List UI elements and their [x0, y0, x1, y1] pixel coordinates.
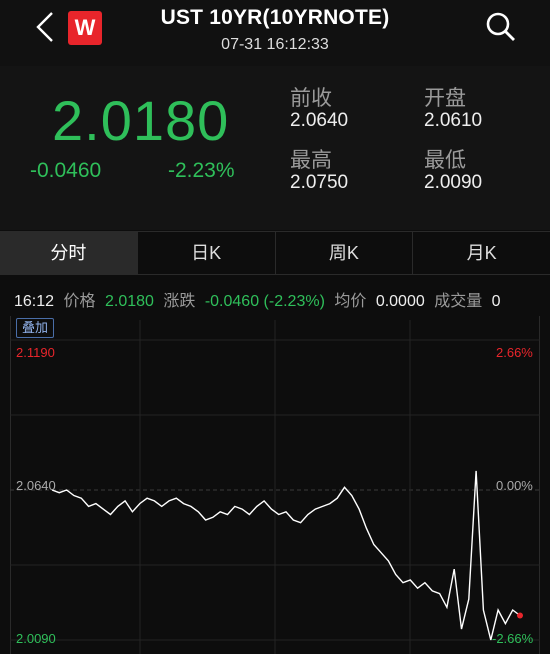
search-icon[interactable]: [483, 9, 519, 45]
info-price-label: 价格: [63, 293, 96, 310]
pct-axis-max: 2.66%: [496, 345, 533, 360]
info-volume: 0: [491, 293, 501, 310]
prev-close-value: 2.0640: [290, 110, 349, 131]
y-axis-mid: 2.0640: [16, 478, 56, 493]
quote-panel: 2.0180 -0.0460 -2.23% 前收 2.0640 开盘 2.061…: [0, 66, 550, 230]
crosshair-info: 16:12 价格 2.0180 涨跌 -0.0460 (-2.23%) 均价 0…: [14, 287, 506, 311]
price-line: [51, 470, 521, 641]
last-price-marker: [517, 612, 523, 619]
price-change: -0.0460: [30, 159, 102, 182]
info-change: -0.0460 (-2.23%): [204, 293, 325, 310]
low-value: 2.0090: [424, 172, 483, 193]
open-label: 开盘: [424, 87, 466, 110]
info-avg-label: 均价: [334, 293, 367, 310]
pct-axis-min: -2.66%: [492, 631, 534, 646]
prev-close-label: 前收: [290, 87, 332, 110]
info-volume-label: 成交量: [434, 293, 483, 310]
y-axis-max: 2.1190: [16, 345, 55, 360]
tab-monthly-k[interactable]: 月K: [413, 232, 550, 274]
tab-intraday[interactable]: 分时: [0, 232, 138, 274]
info-price: 2.0180: [104, 293, 154, 310]
pct-axis-mid: 0.00%: [496, 478, 533, 493]
title-bar: W UST 10YR(10YRNOTE) 07-31 16:12:33: [0, 0, 550, 66]
page-title: UST 10YR(10YRNOTE): [160, 6, 390, 29]
timestamp: 07-31 16:12:33: [221, 36, 329, 53]
high-label: 最高: [290, 149, 332, 172]
intraday-chart[interactable]: [10, 316, 540, 654]
tab-daily-k[interactable]: 日K: [137, 232, 276, 274]
open-value: 2.0610: [424, 110, 483, 131]
info-avg: 0.0000: [375, 293, 425, 310]
app-logo: W: [68, 11, 102, 45]
low-label: 最低: [424, 149, 466, 172]
back-arrow-icon[interactable]: [32, 10, 60, 44]
y-axis-min: 2.0090: [16, 631, 56, 646]
chart-tabs: 分时 日K 周K 月K: [0, 231, 550, 275]
overlay-button[interactable]: 叠加: [16, 318, 54, 338]
high-value: 2.0750: [290, 172, 349, 193]
info-time: 16:12: [14, 293, 55, 310]
current-price: 2.0180: [52, 89, 230, 152]
price-change-pct: -2.23%: [168, 159, 235, 182]
tab-weekly-k[interactable]: 周K: [275, 232, 414, 274]
info-change-label: 涨跌: [163, 293, 196, 310]
